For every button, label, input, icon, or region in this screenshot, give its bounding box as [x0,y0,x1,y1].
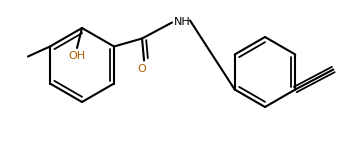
Text: O: O [138,65,146,75]
Text: OH: OH [69,51,86,61]
Text: NH: NH [174,16,191,26]
